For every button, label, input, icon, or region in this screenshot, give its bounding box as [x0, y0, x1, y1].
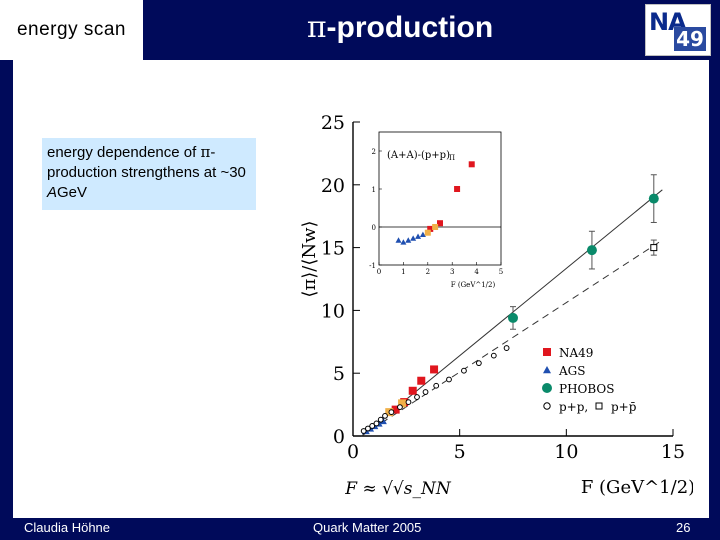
inset-point-ags [410, 235, 417, 241]
y-tick-label: 25 [321, 112, 345, 134]
y-tick-label: 10 [321, 300, 345, 322]
x-axis-label: F (GeV^1/2) [581, 477, 693, 498]
data-point-phobos [586, 245, 597, 256]
slide-title: π-production [230, 10, 570, 45]
callout-text-2: -production strengthens at ~30 [47, 144, 246, 181]
data-point-p-p [475, 360, 482, 367]
callout-text-1: energy dependence of [47, 144, 201, 161]
inset-point-na49-low-energy [432, 224, 439, 230]
data-point-phobos [648, 193, 659, 204]
legend-label: p+p, [559, 400, 588, 414]
inset-x-tick-label: 3 [450, 268, 454, 276]
legend-marker [543, 348, 551, 356]
legend-label: AGS [558, 364, 585, 378]
data-point-p-p [373, 420, 380, 427]
callout-pi-symbol: π [200, 143, 211, 161]
x-tick-label: 15 [661, 441, 685, 463]
inset-y-tick-label: 0 [372, 224, 376, 232]
na49-logo: NA 49 [645, 4, 711, 56]
inset-point-ags [405, 237, 412, 243]
data-point-p-p [414, 394, 420, 400]
callout-unit-rest: GeV [57, 184, 88, 201]
data-point-p-p [360, 428, 367, 434]
y-tick-label: 20 [321, 175, 345, 197]
data-point-na49 [408, 386, 417, 395]
inset-y-tick-label: -1 [369, 262, 376, 270]
data-point-p-p [382, 413, 388, 419]
y-tick-label: 5 [333, 363, 345, 385]
slide-content [13, 60, 709, 518]
topic-label: energy scan [0, 0, 143, 60]
x-tick-label: 10 [554, 441, 578, 463]
legend-marker [595, 402, 603, 410]
data-point-p-p [397, 404, 403, 411]
data-point-p-p [503, 345, 510, 351]
inset-y-tick-label: 1 [372, 186, 376, 194]
inset-point-na49-low-energy [424, 229, 431, 236]
data-point-p-p- [650, 244, 658, 252]
inset-y-tick-label: 2 [372, 148, 376, 156]
inset-x-tick-label: 1 [401, 268, 405, 276]
inset-frame [378, 131, 502, 266]
data-point-p-p [369, 423, 376, 429]
inset-title-sub: Π [449, 154, 455, 162]
data-point-p-p [461, 367, 467, 374]
inset-x-tick-label: 4 [474, 268, 479, 276]
inset-point-ags [415, 233, 422, 239]
footer-event: Quark Matter 2005 [313, 520, 422, 535]
legend-marker [542, 383, 552, 393]
data-point-phobos [508, 312, 518, 323]
legend-label: NA49 [559, 346, 593, 360]
data-point-p-p [490, 352, 497, 359]
data-point-p-p [433, 382, 440, 389]
title-pi-symbol: π [306, 10, 327, 45]
x-tick-label: 5 [454, 441, 466, 463]
data-point-p-p [422, 389, 429, 395]
logo-49: 49 [674, 27, 706, 51]
data-point-na49-low-energy [398, 399, 407, 408]
inset-x-tick-label: 0 [377, 268, 381, 276]
data-point-na49 [430, 365, 439, 374]
inset-x-axis-label: F (GeV^1/2) [451, 281, 496, 289]
inset-point-ags [395, 237, 402, 243]
inset-point-na49 [427, 225, 434, 232]
x-tick-label: 0 [347, 441, 359, 463]
inset-title: (A+A)-(p+p) [387, 150, 450, 161]
legend-label: PHOBOS [559, 382, 614, 396]
legend-label: p+p̄ [611, 400, 637, 414]
callout-unit-italic: A [47, 184, 58, 201]
callout-box: energy dependence of π-production streng… [42, 138, 256, 210]
data-point-p-p [377, 416, 384, 423]
inset-x-tick-label: 5 [499, 268, 503, 276]
data-point-p-p [365, 425, 371, 432]
aa-fit-line [361, 189, 663, 437]
inset-point-na49 [437, 220, 443, 227]
footer-author: Claudia Höhne [24, 520, 111, 535]
data-point-p-p [405, 399, 412, 405]
y-axis-label: ⟨π⟩/⟨Nw⟩ [299, 220, 320, 297]
footer-page-number: 26 [676, 520, 691, 535]
data-point-na49 [417, 376, 426, 385]
legend-marker [543, 366, 551, 374]
legend-marker [543, 402, 551, 410]
data-point-p-p [446, 376, 452, 383]
inset-point-na49 [468, 161, 475, 168]
inset-x-tick-label: 2 [426, 268, 430, 276]
y-tick-label: 15 [321, 238, 345, 260]
y-tick-label: 0 [333, 426, 345, 448]
inset-point-ags [419, 231, 426, 237]
title-text: -production [326, 11, 494, 44]
energy-variable-formula: F ≈ √√s_NN [344, 479, 452, 499]
data-point-na49 [391, 405, 400, 414]
inset-point-na49 [454, 186, 461, 192]
inset-point-ags [400, 239, 407, 245]
data-point-p-p [388, 409, 395, 416]
